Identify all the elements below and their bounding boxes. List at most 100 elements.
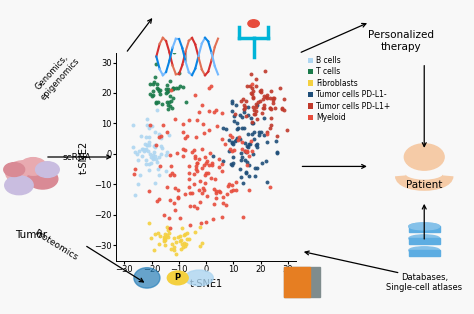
Text: Patient: Patient: [406, 180, 442, 190]
Point: [134, 151, 141, 156]
Point: [162, 90, 170, 95]
Point: [240, 107, 248, 112]
Point: [273, 133, 281, 138]
Point: [243, 83, 250, 88]
Point: [153, 156, 160, 161]
Point: [264, 92, 271, 97]
Point: [253, 142, 260, 147]
Point: [154, 230, 162, 236]
Point: [258, 111, 266, 116]
Point: [152, 100, 160, 106]
Point: [157, 143, 164, 148]
Point: [227, 147, 234, 152]
Point: [190, 148, 198, 153]
Point: [162, 242, 169, 247]
Point: [263, 180, 270, 185]
Point: [155, 172, 163, 177]
Point: [248, 120, 256, 125]
Ellipse shape: [409, 247, 439, 254]
Point: [156, 233, 164, 238]
Point: [148, 160, 155, 165]
Text: Databases,
Single-cell atlases: Databases, Single-cell atlases: [386, 273, 462, 292]
Point: [210, 217, 217, 222]
Point: [242, 170, 249, 175]
Point: [155, 89, 163, 94]
Point: [165, 216, 173, 221]
Point: [260, 93, 268, 98]
Point: [248, 85, 256, 90]
Point: [143, 122, 151, 127]
Point: [145, 168, 153, 173]
Point: [253, 109, 260, 114]
Point: [216, 157, 223, 162]
Point: [229, 155, 237, 160]
Point: [166, 104, 174, 109]
Point: [164, 86, 172, 91]
Point: [171, 173, 178, 178]
Point: [227, 188, 235, 193]
Point: [257, 129, 264, 134]
Point: [182, 100, 190, 105]
Point: [244, 105, 252, 110]
Point: [198, 102, 206, 107]
Ellipse shape: [409, 223, 439, 230]
Point: [196, 200, 203, 205]
Point: [176, 215, 183, 220]
Point: [191, 155, 199, 160]
Point: [215, 164, 223, 169]
Point: [266, 96, 274, 101]
Point: [155, 87, 162, 92]
Point: [271, 105, 279, 110]
Point: [200, 162, 208, 167]
Point: [261, 68, 268, 73]
Point: [151, 181, 158, 186]
Point: [150, 93, 157, 98]
Point: [253, 103, 260, 108]
Point: [193, 166, 201, 171]
Point: [205, 85, 212, 90]
Point: [173, 240, 180, 245]
Point: [219, 215, 226, 220]
Point: [196, 178, 204, 183]
Point: [156, 91, 164, 96]
Point: [182, 191, 189, 196]
Point: [238, 115, 246, 120]
Point: [257, 89, 264, 94]
Point: [150, 152, 157, 157]
Point: [276, 86, 284, 91]
Point: [224, 184, 231, 189]
Point: [199, 190, 206, 195]
Point: [228, 163, 236, 168]
Point: [243, 163, 251, 168]
Point: [242, 99, 250, 104]
Point: [151, 154, 158, 159]
FancyBboxPatch shape: [284, 267, 320, 297]
Point: [176, 84, 184, 89]
Legend: B cells, T cells, Fibroblasts, Tumor cells PD-L1-, Tumor cells PD-L1+, Myeloid: B cells, T cells, Fibroblasts, Tumor cel…: [307, 55, 392, 123]
Point: [197, 220, 205, 225]
Point: [177, 233, 184, 238]
Point: [163, 149, 171, 154]
Ellipse shape: [134, 268, 160, 288]
Point: [240, 106, 247, 111]
Ellipse shape: [409, 235, 439, 242]
Point: [166, 93, 173, 98]
Point: [244, 149, 251, 154]
Point: [153, 159, 161, 164]
Point: [130, 171, 137, 176]
Point: [248, 81, 256, 86]
Point: [201, 131, 208, 136]
Text: Proteomics: Proteomics: [32, 228, 80, 262]
Point: [215, 189, 223, 194]
Point: [266, 105, 273, 110]
Point: [249, 104, 256, 109]
Point: [201, 154, 209, 160]
Ellipse shape: [185, 270, 213, 286]
Point: [139, 147, 147, 152]
Point: [162, 152, 169, 157]
Point: [172, 252, 180, 257]
Point: [249, 121, 256, 126]
Point: [260, 133, 267, 138]
Point: [193, 161, 201, 166]
Point: [147, 154, 155, 159]
